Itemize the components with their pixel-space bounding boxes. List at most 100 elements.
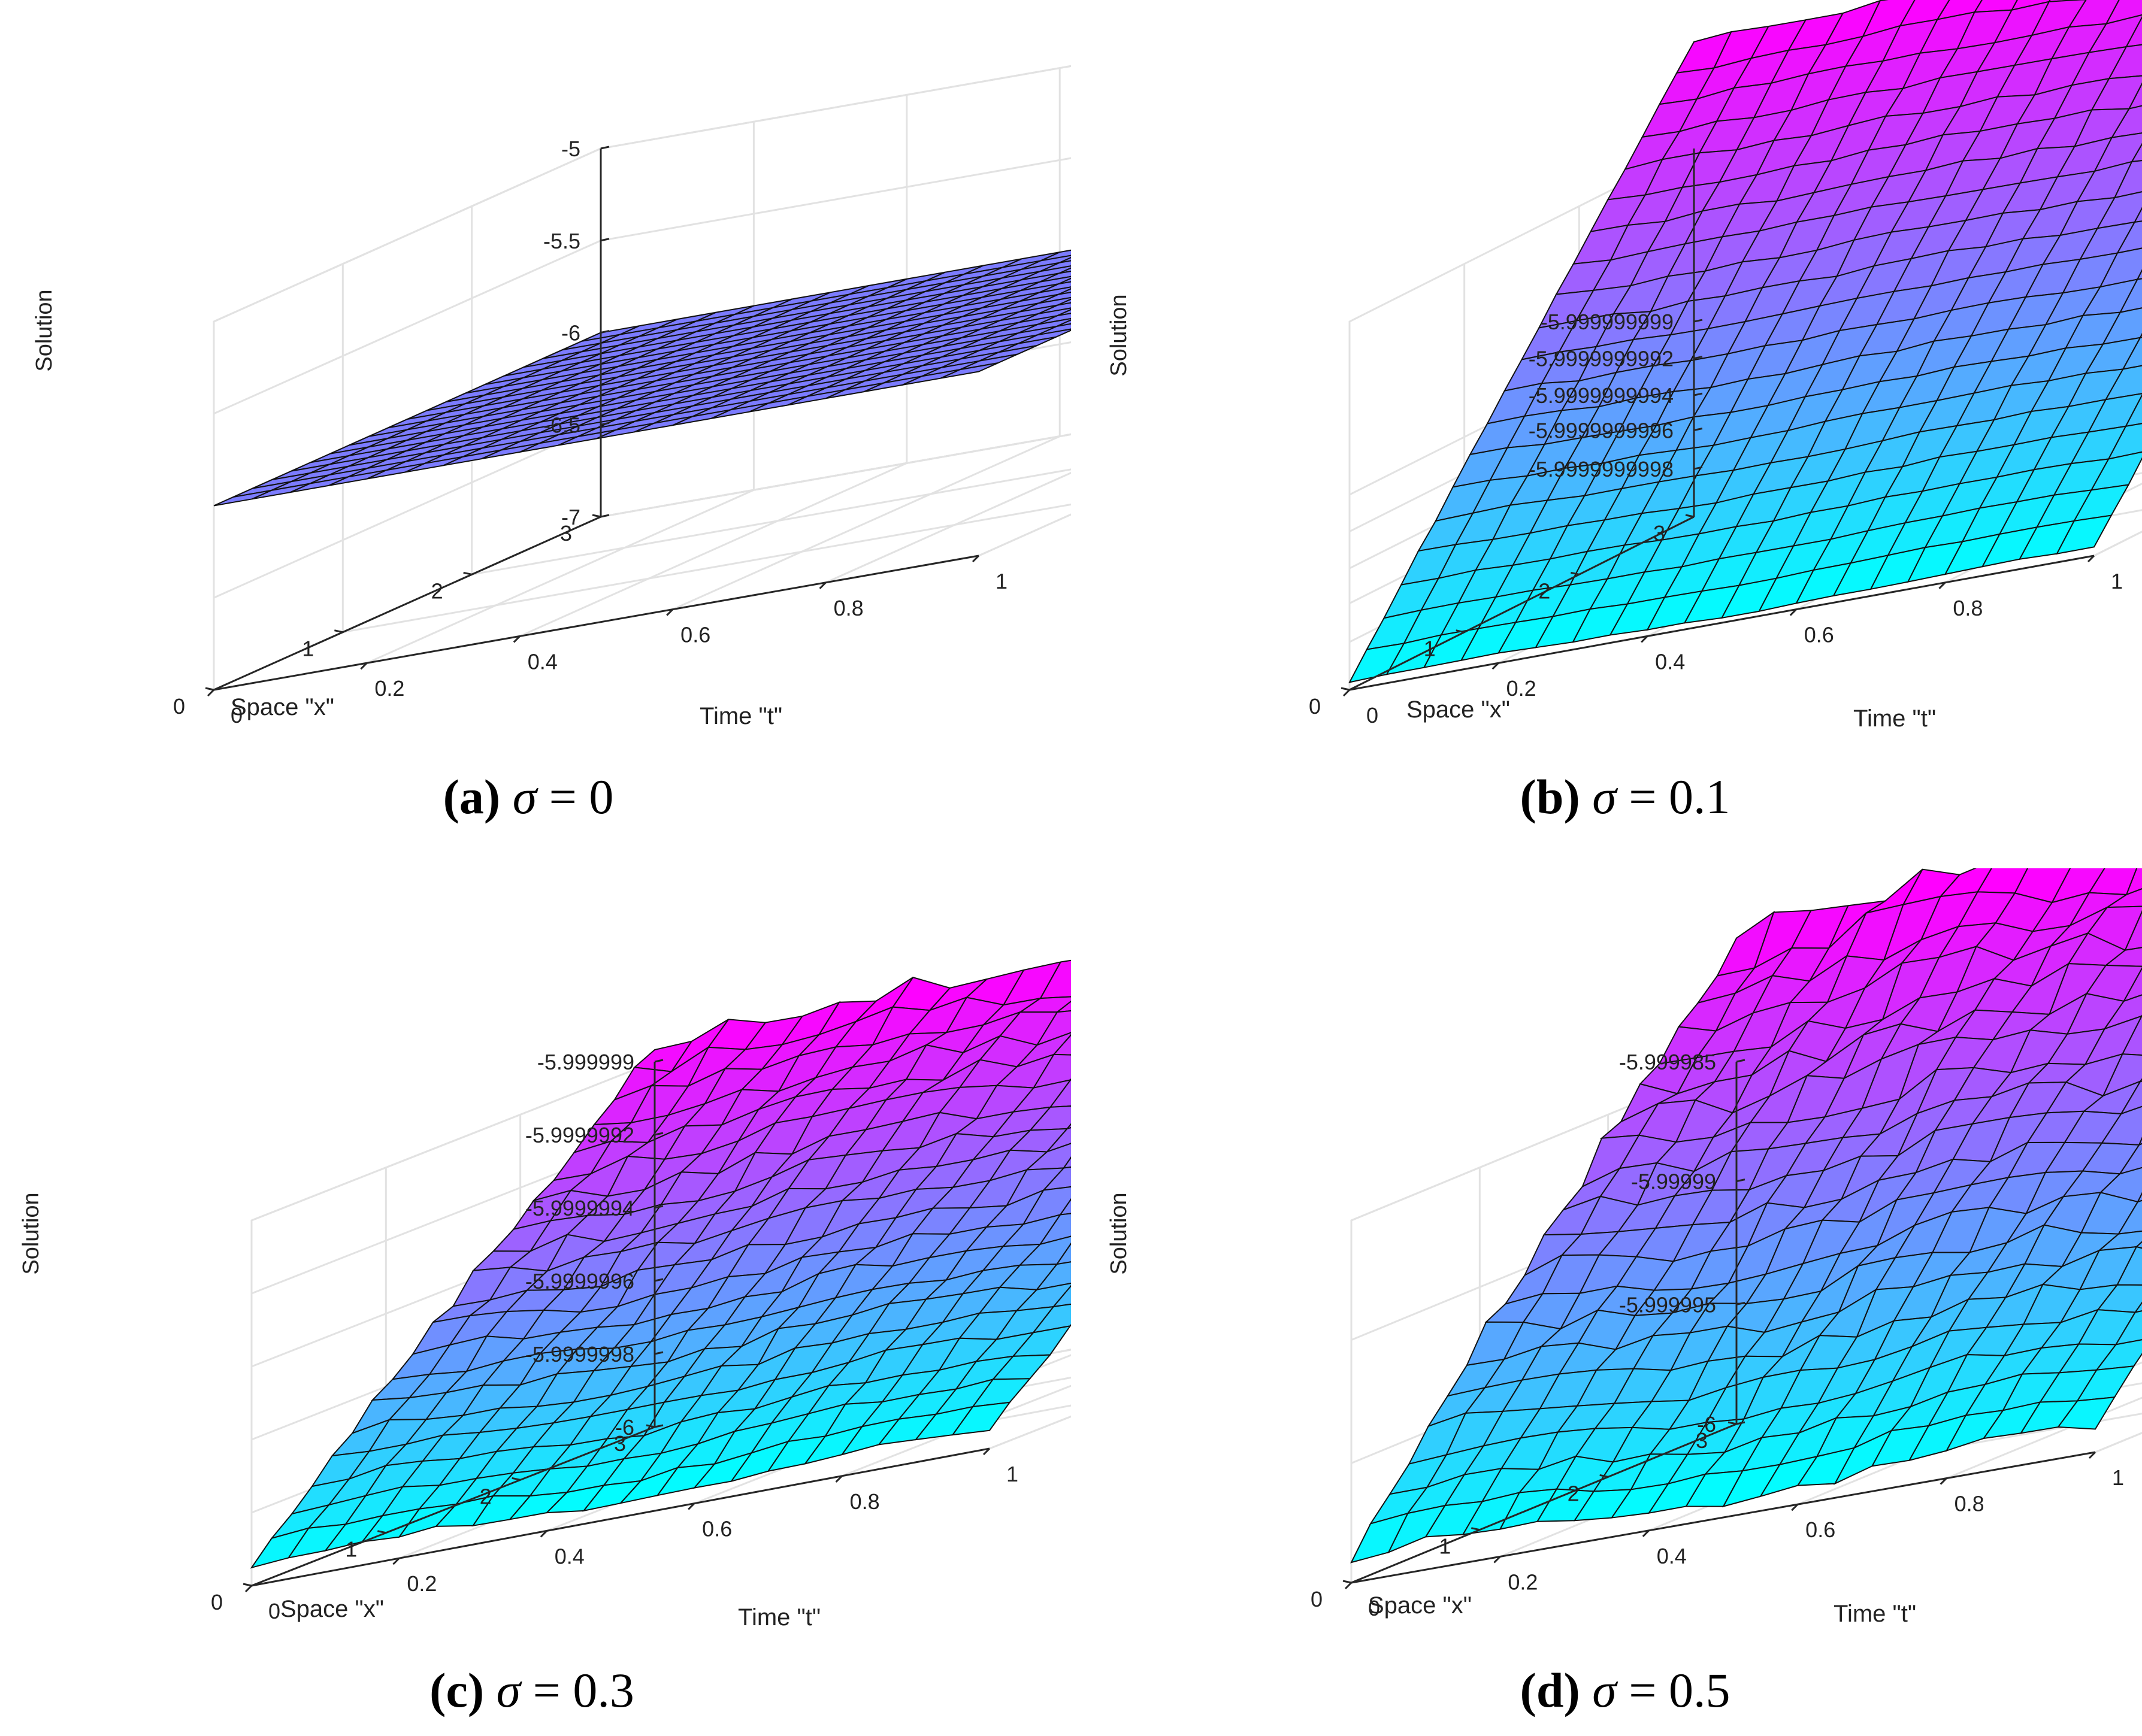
- x-tick: [244, 1584, 253, 1593]
- x-tick-label: 0.2: [1508, 1570, 1538, 1594]
- z-tick: [1736, 1178, 1745, 1183]
- x-axis-c: [251, 1447, 990, 1587]
- zlabel-d: Solution: [1106, 1192, 1131, 1274]
- chart-panel-a: -7 -6.5 -6 -5.5 -5 0 0.2 0.4 0.6 0.8 1 0 1 2 3 Solutio…: [32, 65, 1071, 824]
- x-tick-label: 0.6: [702, 1517, 732, 1541]
- z-tick-label: -5.9999999996: [1529, 418, 1674, 443]
- xlabel-b: Time "t": [1853, 705, 1936, 732]
- xlabel-c: Time "t": [738, 1604, 821, 1631]
- y-gridline-a: [471, 468, 1071, 575]
- z-tick-label: -5.9999999994: [1529, 383, 1674, 408]
- surface-cell: [1350, 1512, 1409, 1564]
- y-tick: [1456, 629, 1465, 634]
- z-tick: [1693, 356, 1703, 360]
- ticks-d: -6 -5.999995 -5.99999 -5.999985 0 0.2 0.4 0.6 0.…: [1311, 1050, 2124, 1620]
- x-tick-label: 0.8: [834, 596, 864, 620]
- x-tick: [819, 581, 827, 589]
- chart-panel-c: -6 -5.9999998 -5.9999996 -5.9999994 -5.99999…: [19, 959, 1071, 1717]
- surface-cell: [2125, 868, 2142, 896]
- caption-d: (d) σ = 0.5: [1520, 1663, 1730, 1717]
- z-tick-label: -5.999999999: [1541, 310, 1674, 334]
- x-tick: [513, 635, 521, 643]
- y-tick-label: 3: [1696, 1428, 1708, 1453]
- z-tick: [1693, 466, 1703, 470]
- x-tick: [1789, 608, 1797, 616]
- zlabel-b: Solution: [1106, 294, 1131, 376]
- y-tick-label: 1: [345, 1537, 357, 1562]
- y-tick-label: 3: [614, 1431, 626, 1456]
- y-tick-label: 1: [1439, 1534, 1451, 1559]
- surface-d: [1350, 868, 2142, 1564]
- x-axis-a: [213, 555, 979, 691]
- x-tick: [1344, 1582, 1353, 1590]
- y-tick: [1599, 1474, 1608, 1478]
- y-axis-c: [251, 1426, 655, 1587]
- axes-b: [1349, 149, 2095, 691]
- surface-c: [250, 959, 1071, 1569]
- chart-panel-d: -6 -5.999995 -5.99999 -5.999985 0 0.2 0.4 0.6 0.…: [1106, 868, 2142, 1717]
- x-tick-label: 1: [2112, 1465, 2124, 1490]
- y-tick: [1571, 571, 1580, 575]
- ticks-a: -7 -6.5 -6 -5.5 -5 0 0.2 0.4 0.6 0.8 1 0 1 2 3: [173, 137, 1008, 728]
- z-tick: [600, 422, 610, 426]
- z-tick: [1693, 392, 1703, 396]
- z-tick: [654, 1424, 664, 1428]
- ticks-c: -6 -5.9999998 -5.9999996 -5.9999994 -5.99999…: [211, 1050, 1018, 1623]
- z-tick-label: -5.999995: [1619, 1292, 1716, 1317]
- x-gridline-c: [989, 1415, 1071, 1450]
- y-tick: [1342, 1580, 1352, 1584]
- x-tick: [1938, 581, 1946, 589]
- y-tick-label: 1: [1424, 637, 1436, 661]
- z-tick-label: -5.9999999992: [1529, 347, 1674, 371]
- ylabel-c: Space "x": [280, 1596, 384, 1622]
- y-tick: [512, 1477, 521, 1481]
- axes-c: [251, 1062, 990, 1587]
- x-tick-label: 0.4: [555, 1544, 585, 1568]
- y-tick-label: 2: [480, 1484, 492, 1508]
- caption-a: (a) σ = 0: [443, 769, 614, 824]
- z-tick: [1693, 428, 1703, 431]
- y-tick-label: 3: [1653, 521, 1665, 546]
- y-tick-label: 0: [173, 694, 185, 719]
- xlabel-d: Time "t": [1834, 1601, 1916, 1627]
- z-tick-label: -5.999985: [1619, 1050, 1716, 1074]
- x-tick-label: 0.6: [1805, 1517, 1835, 1542]
- x-tick-label: 0.8: [850, 1489, 880, 1514]
- z-tick-label: -5: [561, 137, 580, 161]
- y-tick-label: 3: [560, 521, 572, 546]
- y-tick-label: 0: [211, 1590, 223, 1614]
- x-tick-label: 0.4: [1657, 1544, 1687, 1568]
- z-tick: [654, 1351, 664, 1355]
- surface-b: [1348, 0, 2142, 683]
- x-tick-label: 0: [268, 1599, 280, 1623]
- y-axis-b: [1349, 516, 1695, 691]
- z-tick-label: -6.5: [543, 413, 580, 437]
- x-tick-label: 0.2: [1506, 676, 1536, 701]
- z-tick: [654, 1278, 664, 1282]
- x-tick-label: 0.6: [680, 623, 710, 647]
- x-tick: [2088, 1451, 2096, 1459]
- caption-b: (b) σ = 0.1: [1520, 769, 1730, 824]
- x-gridline-a: [366, 489, 755, 664]
- caption-c: (c) σ = 0.3: [429, 1663, 634, 1717]
- z-tick-label: -5.9999994: [525, 1196, 634, 1220]
- ylabel-b: Space "x": [1406, 696, 1510, 723]
- z-tick: [600, 238, 610, 242]
- y-tick: [646, 1424, 655, 1428]
- y-gridline-a: [343, 503, 1071, 634]
- x-tick: [666, 608, 674, 616]
- y-tick-label: 2: [431, 578, 443, 603]
- chart-panel-b: -5.9999999998 -5.9999999996 -5.9999999994 -…: [1106, 0, 2142, 824]
- z-tick: [600, 330, 610, 334]
- z-tick: [654, 1132, 664, 1136]
- y-tick-label: 2: [1568, 1481, 1580, 1505]
- x-tick-label: 0.4: [528, 649, 558, 674]
- axes-d: [1351, 1062, 2096, 1584]
- z-tick: [1736, 1421, 1745, 1425]
- z-tick-label: -5.5: [543, 229, 580, 253]
- y-tick: [592, 514, 601, 518]
- x-tick-label: 0.2: [374, 676, 404, 701]
- x-tick: [1940, 1477, 1947, 1485]
- y-tick: [1341, 687, 1350, 691]
- x-tick-label: 0.4: [1655, 649, 1685, 674]
